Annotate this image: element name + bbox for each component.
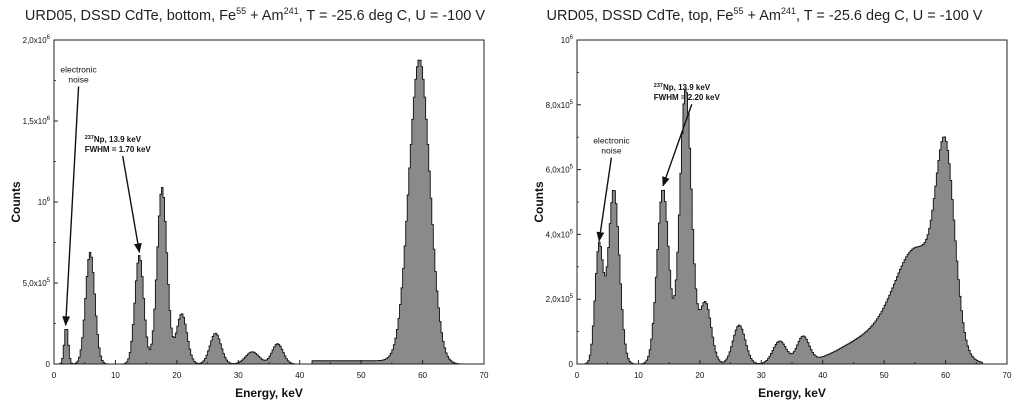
x-tick-label: 60 bbox=[941, 371, 950, 380]
np-arrow bbox=[122, 155, 142, 254]
x-tick-label: 0 bbox=[575, 371, 580, 380]
chart-svg-top: 0 10 20 30 40 50 60 70 0 2,0x105 4,0x105 6,0x105 8,0… bbox=[532, 35, 1012, 400]
np-arrow bbox=[662, 103, 693, 187]
spectrum-area bbox=[580, 88, 983, 365]
noise-annotation-line: noise bbox=[601, 146, 622, 156]
chart-panel-top: URD05, DSSD CdTe, top, Fe55 + Am241, T =… bbox=[510, 0, 1019, 407]
title-post: , T = -25.6 deg C, U = -100 V bbox=[298, 7, 486, 24]
x-tick-label: 40 bbox=[295, 371, 304, 380]
y-axis-label: Counts bbox=[532, 181, 546, 223]
x-tick-label: 0 bbox=[52, 371, 57, 380]
x-tick-label: 40 bbox=[818, 371, 827, 380]
noise-annotation-line: electronic bbox=[60, 64, 97, 74]
x-tick-label: 20 bbox=[172, 371, 181, 380]
x-tick-label: 30 bbox=[757, 371, 766, 380]
chart-svg-bottom: 0 10 20 30 40 50 60 70 0 5,0x105 106 1,5x106 2,0x106… bbox=[9, 35, 489, 400]
x-tick-label: 70 bbox=[480, 371, 489, 380]
title-sup-am: 241 bbox=[780, 6, 797, 16]
x-tick-label: 50 bbox=[357, 371, 366, 380]
y-tick-label: 2,0x105 bbox=[546, 294, 574, 304]
title-pre: URD05, DSSD CdTe, top, Fe bbox=[546, 7, 734, 24]
title-sup-am: 241 bbox=[283, 6, 299, 16]
y-tick-label: 8,0x105 bbox=[546, 100, 574, 110]
np-annotation-line: FWHM = 2.20 keV bbox=[654, 93, 721, 102]
chart-title: URD05, DSSD CdTe, bottom, Fe55 + Am241, … bbox=[0, 6, 510, 24]
title-sup-fe: 55 bbox=[236, 6, 247, 16]
y-tick-label: 1,5x106 bbox=[23, 116, 51, 126]
noise-arrow bbox=[62, 86, 80, 327]
y-tick-label: 0 bbox=[46, 360, 51, 369]
np-annotation-line: 237Np, 13.9 keV bbox=[654, 83, 711, 92]
title-sup-fe: 55 bbox=[733, 6, 744, 16]
x-axis-label: Energy, keV bbox=[235, 386, 303, 400]
y-tick-label: 2,0x106 bbox=[23, 35, 51, 45]
y-tick-label: 106 bbox=[561, 35, 574, 45]
noise-annotation-line: noise bbox=[68, 74, 89, 84]
x-tick-label: 50 bbox=[880, 371, 889, 380]
noise-annotation-line: electronic bbox=[593, 136, 630, 146]
x-tick-label: 10 bbox=[111, 371, 120, 380]
x-tick-label: 70 bbox=[1003, 371, 1012, 380]
y-tick-label: 5,0x105 bbox=[23, 278, 51, 288]
x-tick-label: 60 bbox=[418, 371, 427, 380]
np-annotation-line: 237Np, 13.9 keV bbox=[85, 135, 142, 144]
x-tick-label: 20 bbox=[695, 371, 704, 380]
y-tick-label: 106 bbox=[38, 197, 51, 207]
title-post: , T = -25.6 deg C, U = -100 V bbox=[796, 7, 983, 24]
chart-title: URD05, DSSD CdTe, top, Fe55 + Am241, T =… bbox=[510, 6, 1019, 24]
np-annotation-line: FWHM = 1.70 keV bbox=[85, 145, 152, 154]
title-pre: URD05, DSSD CdTe, bottom, Fe bbox=[24, 7, 237, 24]
chart-panel-bottom: URD05, DSSD CdTe, bottom, Fe55 + Am241, … bbox=[0, 6, 510, 400]
y-axis-label: Counts bbox=[9, 181, 23, 223]
x-tick-label: 10 bbox=[634, 371, 643, 380]
y-tick-label: 0 bbox=[569, 360, 574, 369]
y-tick-label: 4,0x105 bbox=[546, 229, 574, 239]
x-axis-label: Energy, keV bbox=[758, 386, 826, 400]
title-mid: + Am bbox=[246, 7, 284, 24]
y-tick-label: 6,0x105 bbox=[546, 165, 574, 175]
noise-arrow bbox=[596, 157, 613, 242]
title-mid: + Am bbox=[743, 7, 781, 24]
spectrum-area bbox=[57, 59, 460, 365]
x-tick-label: 30 bbox=[234, 371, 243, 380]
